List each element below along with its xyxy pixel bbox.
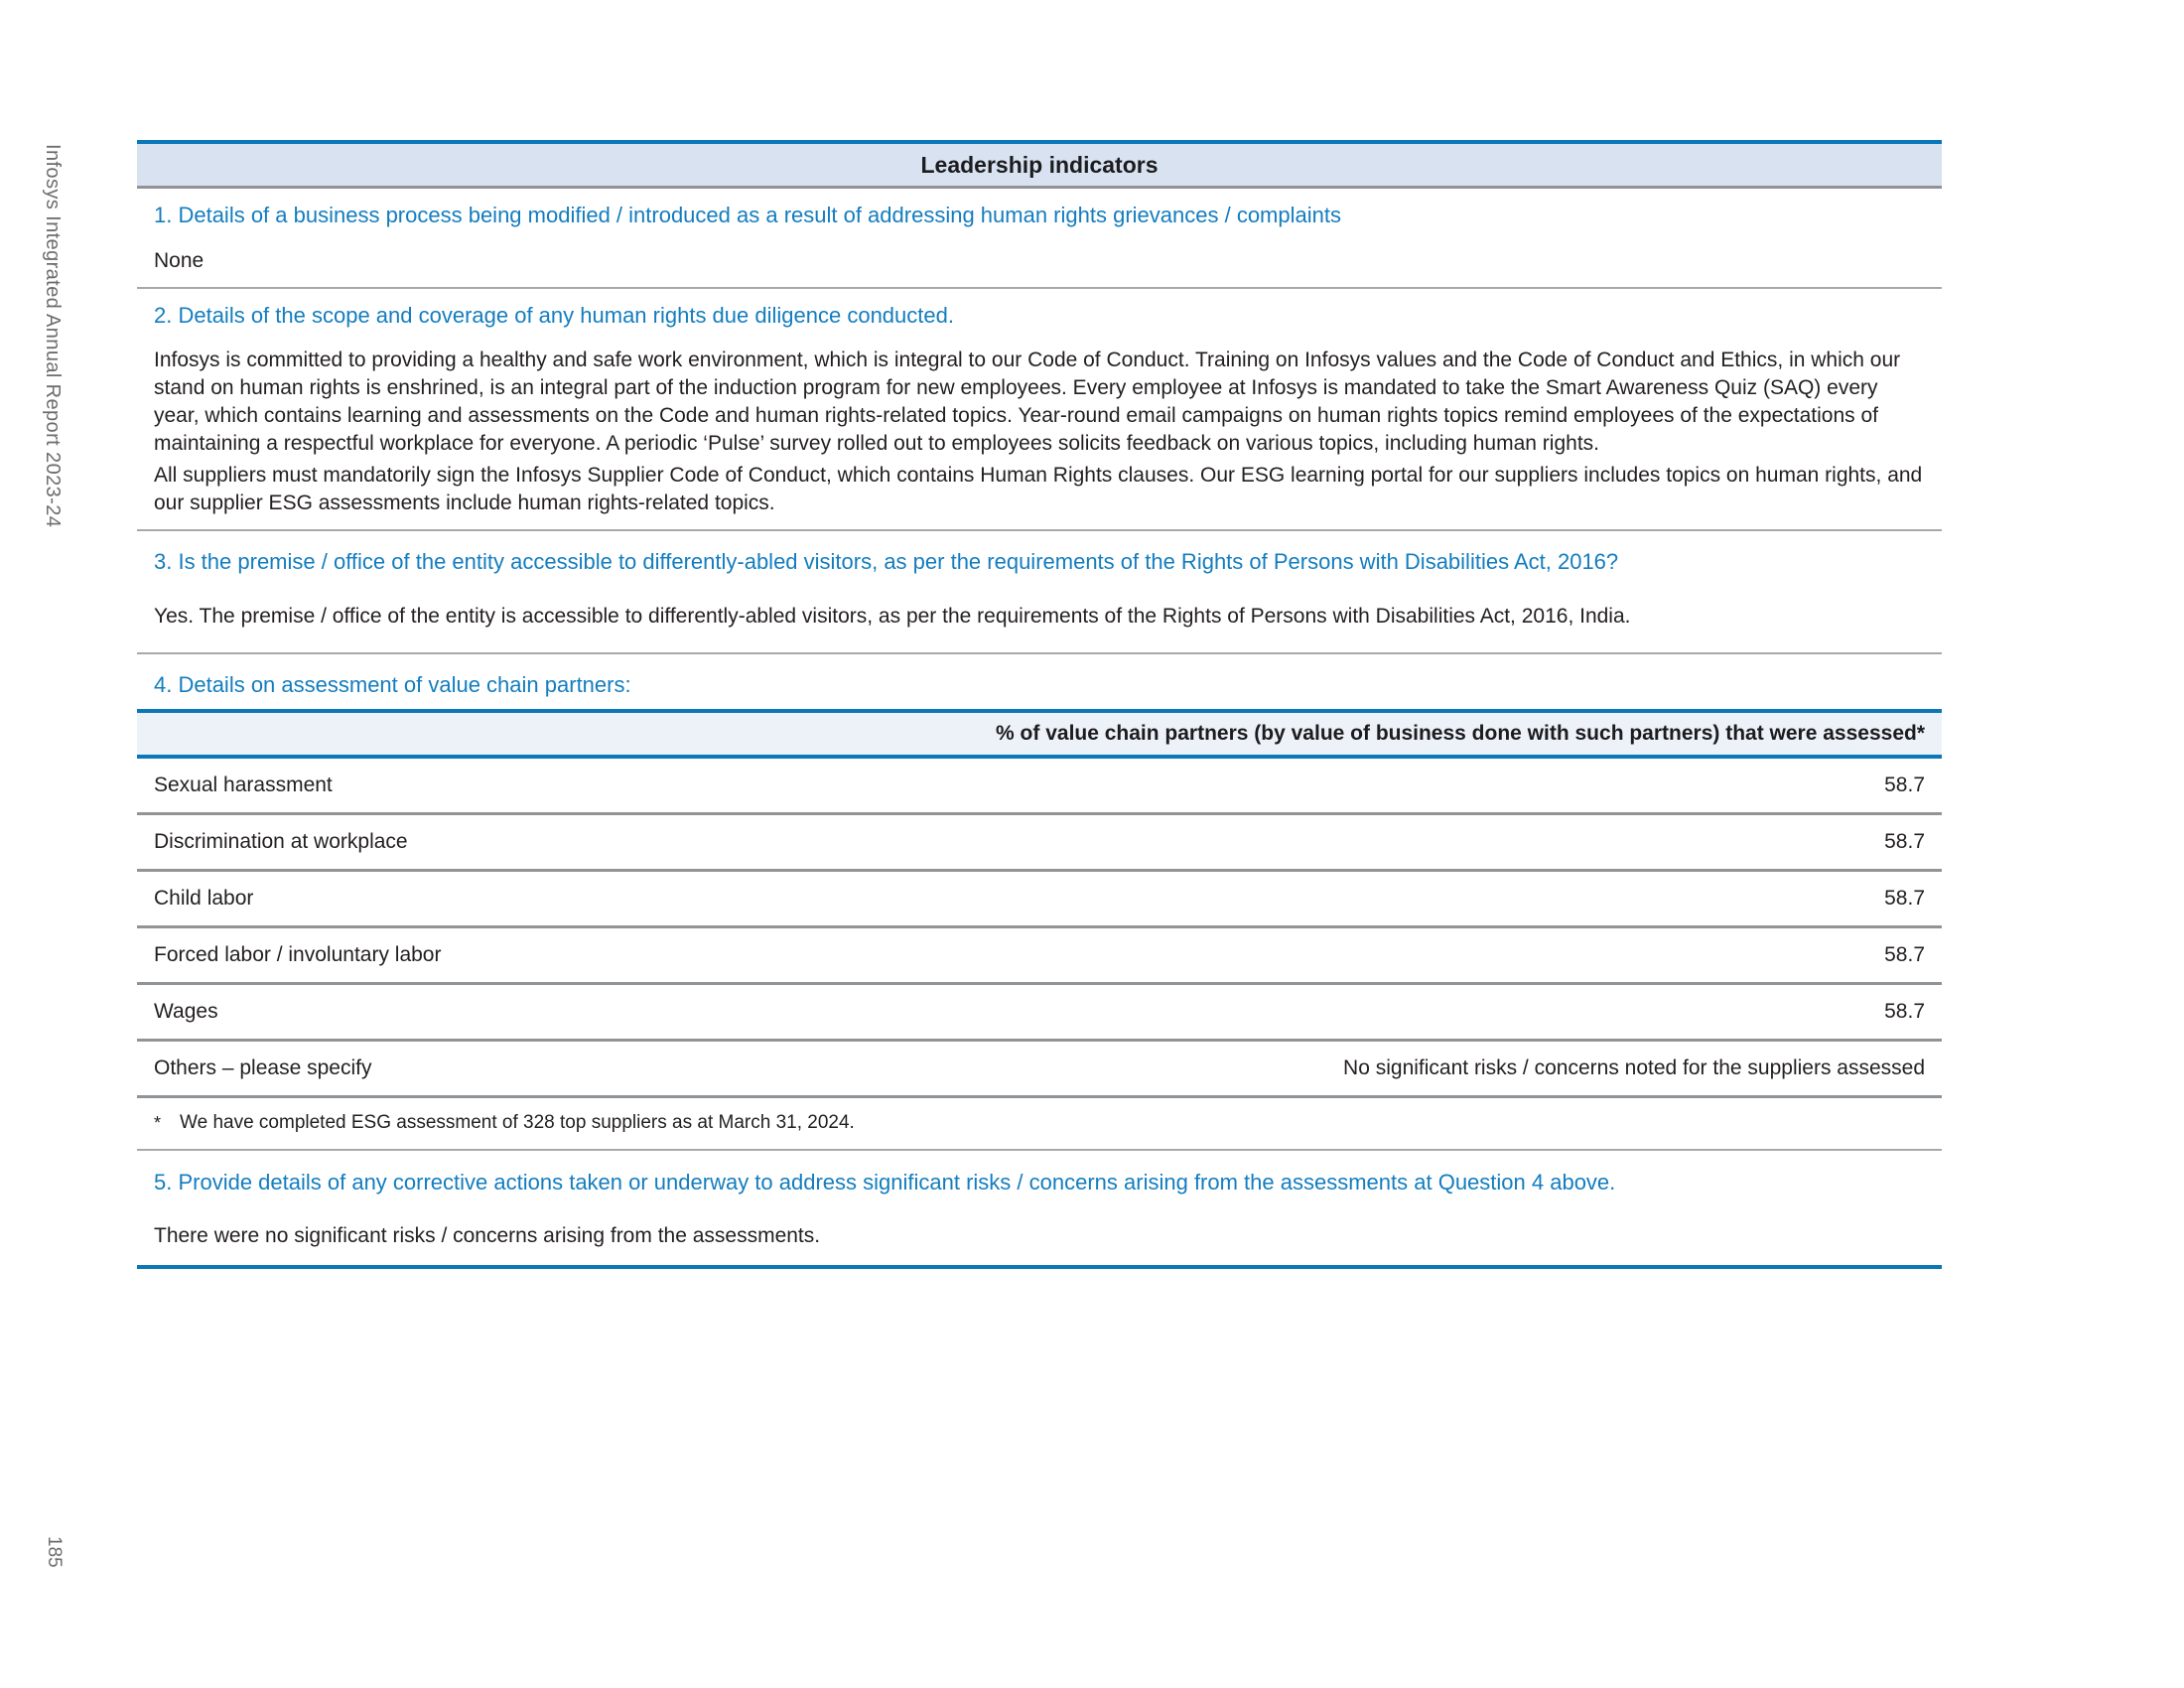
table-row: Others – please specify No significant r… [137, 1042, 1942, 1098]
table-row: Discrimination at workplace 58.7 [137, 815, 1942, 872]
section-title: Leadership indicators [920, 151, 1159, 178]
table-row: Forced labor / involuntary labor 58.7 [137, 928, 1942, 985]
row-value: 58.7 [1884, 774, 1925, 796]
value-chain-assessment-table: % of value chain partners (by value of b… [137, 709, 1942, 1151]
question-5-section: 5. Provide details of any corrective act… [137, 1151, 1942, 1269]
question-1-label: 1. Details of a business process being m… [154, 203, 1341, 227]
row-label: Forced labor / involuntary labor [154, 943, 442, 966]
row-label: Discrimination at workplace [154, 830, 408, 853]
footnote-text: We have completed ESG assessment of 328 … [180, 1112, 855, 1133]
question-3-answer: Yes. The premise / office of the entity … [154, 605, 1631, 628]
question-4-label: 4. Details on assessment of value chain … [154, 672, 631, 697]
report-edition-vertical-label: Infosys Integrated Annual Report 2023-24 [42, 144, 64, 528]
row-label: Child labor [154, 887, 254, 910]
row-label: Others – please specify [154, 1056, 372, 1079]
page-number: 185 [44, 1536, 65, 1568]
question-5-label: 5. Provide details of any corrective act… [154, 1170, 1616, 1195]
question-2-label: 2. Details of the scope and coverage of … [154, 303, 954, 328]
question-3-section: 3. Is the premise / office of the entity… [137, 531, 1942, 654]
question-1-section: 1. Details of a business process being m… [137, 189, 1942, 289]
table-row: Sexual harassment 58.7 [137, 759, 1942, 815]
question-3-label: 3. Is the premise / office of the entity… [154, 549, 1619, 574]
row-label: Sexual harassment [154, 774, 333, 796]
section-header-bar: Leadership indicators [137, 140, 1942, 189]
question-1-answer: None [154, 249, 205, 272]
footnote-asterisk: * [154, 1113, 162, 1133]
table-row: Wages 58.7 [137, 985, 1942, 1042]
question-2-answer-paragraph-1: Infosys is committed to providing a heal… [154, 349, 1901, 455]
row-value: 58.7 [1884, 830, 1925, 853]
question-2-answer-paragraph-2: All suppliers must mandatorily sign the … [154, 464, 1923, 514]
row-label: Wages [154, 1000, 218, 1023]
row-value: 58.7 [1884, 887, 1925, 910]
row-value: 58.7 [1884, 943, 1925, 966]
question-4-section: 4. Details on assessment of value chain … [137, 654, 1942, 709]
table-header-cell: % of value chain partners (by value of b… [137, 709, 1942, 759]
leadership-indicators-content: Leadership indicators 1. Details of a bu… [137, 140, 1942, 1269]
row-value: 58.7 [1884, 1000, 1925, 1023]
question-2-section: 2. Details of the scope and coverage of … [137, 289, 1942, 531]
table-footnote: * We have completed ESG assessment of 32… [137, 1098, 1942, 1151]
question-5-answer: There were no significant risks / concer… [154, 1224, 821, 1247]
row-value: No significant risks / concerns noted fo… [1343, 1056, 1925, 1079]
table-row: Child labor 58.7 [137, 872, 1942, 928]
